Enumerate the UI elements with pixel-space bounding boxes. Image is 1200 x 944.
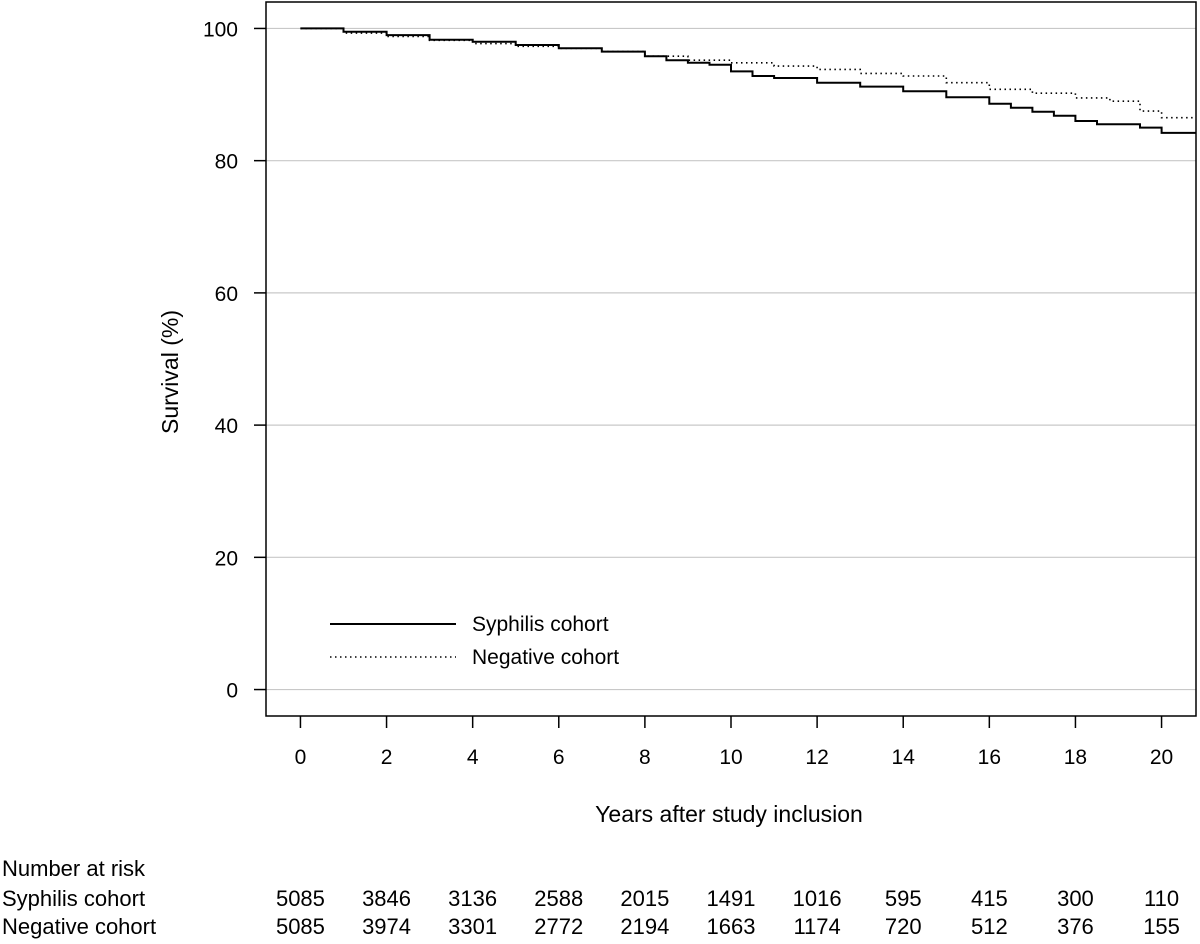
x-tick-label: 0 <box>295 746 307 769</box>
risk-cell: 3301 <box>448 914 498 939</box>
risk-cell: 5085 <box>275 886 325 911</box>
risk-cell: 3136 <box>448 886 498 911</box>
x-tick-label: 6 <box>553 746 565 769</box>
legend: Syphilis cohort Negative cohort <box>330 613 619 669</box>
risk-row-syphilis: Syphilis cohort 5085 3846 3136 2588 2015 1491… <box>0 886 1200 916</box>
risk-cell: 376 <box>1057 914 1094 939</box>
series-line-negative <box>300 27 1196 119</box>
x-tick-label: 2 <box>381 746 393 769</box>
x-tick-label: 8 <box>639 746 651 769</box>
y-axis-ticks: 0 20 40 60 80 100 <box>203 18 266 703</box>
risk-cell: 110 <box>1144 886 1180 911</box>
y-tick-label: 60 <box>215 283 238 306</box>
risk-cell: 2772 <box>534 914 584 939</box>
risk-row-label: Negative cohort <box>2 914 157 939</box>
risk-row-negative: Negative cohort 5085 3974 3301 2772 2194 1663… <box>0 914 1200 944</box>
risk-cell: 1491 <box>706 886 756 911</box>
risk-cell: 5085 <box>275 914 325 939</box>
risk-cell: 300 <box>1057 886 1094 911</box>
x-tick-label: 4 <box>467 746 479 769</box>
y-tick-label: 80 <box>215 151 238 174</box>
legend-label-negative: Negative cohort <box>472 646 619 669</box>
risk-cell: 1174 <box>793 914 841 939</box>
x-tick-label: 16 <box>978 746 1001 769</box>
risk-cell: 1016 <box>792 886 842 911</box>
risk-cell: 512 <box>970 914 1008 939</box>
y-tick-label: 0 <box>226 680 238 703</box>
y-tick-label: 100 <box>203 18 238 41</box>
legend-label-syphilis: Syphilis cohort <box>472 613 609 636</box>
risk-cell: 1663 <box>706 914 756 939</box>
risk-cell: 595 <box>884 886 922 911</box>
risk-cell: 3974 <box>362 914 412 939</box>
gridlines <box>266 27 1196 691</box>
x-tick-label: 20 <box>1150 746 1173 769</box>
series-lines <box>300 27 1196 134</box>
risk-cell: 3846 <box>362 886 412 911</box>
risk-table-title: Number at risk <box>2 856 146 881</box>
x-tick-label: 18 <box>1064 746 1087 769</box>
x-axis-label: Years after study inclusion <box>595 801 863 827</box>
risk-cell: 2015 <box>620 886 670 911</box>
risk-row-label: Syphilis cohort <box>2 886 146 911</box>
risk-cell: 415 <box>970 886 1008 911</box>
x-tick-label: 10 <box>719 746 742 769</box>
x-tick-label: 12 <box>805 746 828 769</box>
x-tick-label: 14 <box>892 746 916 769</box>
series-line-syphilis <box>300 27 1196 134</box>
y-tick-label: 20 <box>215 547 238 570</box>
x-axis-ticks: 0 2 4 6 8 10 12 14 16 18 20 <box>295 716 1173 769</box>
risk-cell: 2588 <box>534 886 584 911</box>
risk-cell: 2194 <box>620 914 670 939</box>
risk-cell: 155 <box>1143 914 1180 939</box>
plot-frame <box>265 1 1197 717</box>
survival-chart: 0 2 4 6 8 10 12 14 16 18 20 0 20 40 60 80 100 Years aft… <box>157 1 1197 827</box>
risk-cell: 720 <box>884 914 922 939</box>
y-axis-label: Survival (%) <box>157 310 183 434</box>
y-tick-label: 40 <box>215 415 238 438</box>
